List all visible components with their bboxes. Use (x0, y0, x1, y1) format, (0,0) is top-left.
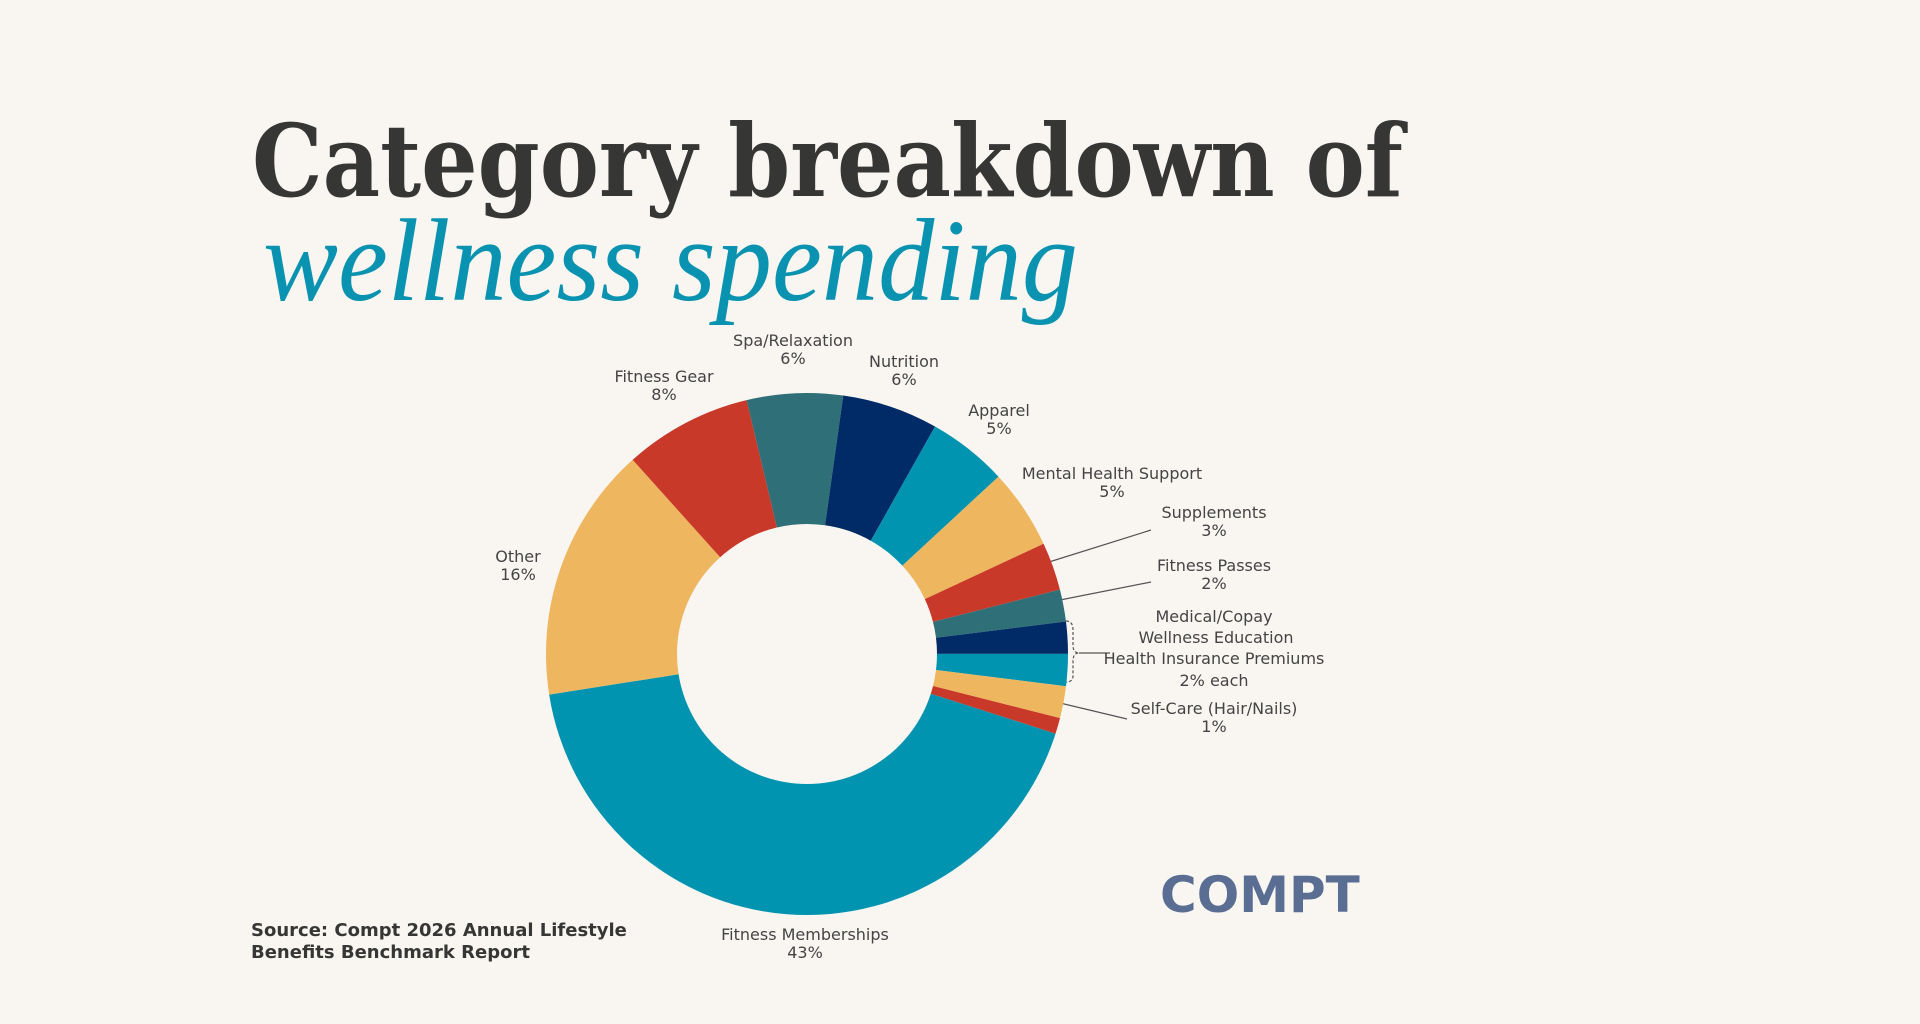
slice (930, 685, 1060, 734)
slice (549, 674, 1056, 916)
slice (936, 653, 1069, 687)
chart-title: Category breakdown of (252, 102, 1408, 220)
category-label: Mental Health Support (1022, 464, 1202, 483)
category-label: Apparel (968, 401, 1030, 420)
slice (825, 395, 936, 541)
value-label: 1% (1201, 717, 1226, 736)
slice (933, 670, 1067, 719)
slice (746, 393, 844, 528)
category-label: Health Insurance Premiums (1104, 649, 1325, 668)
category-label: Medical/Copay (1155, 607, 1272, 626)
value-label: 16% (500, 565, 536, 584)
leader-line (1048, 529, 1152, 563)
value-label: 5% (986, 419, 1011, 438)
leader-lines (1048, 529, 1152, 720)
category-label: Fitness Gear (614, 367, 714, 386)
source: Source: Compt 2026 Annual Lifestyle Benef… (251, 920, 627, 963)
slice (935, 621, 1068, 654)
bracket (1065, 620, 1080, 683)
source-line: Benefits Benchmark Report (251, 942, 530, 963)
logo: COMPT (1160, 866, 1360, 924)
leader-line (1059, 581, 1152, 601)
category-label: Spa/Relaxation (733, 331, 853, 350)
category-label: Wellness Education (1138, 628, 1293, 647)
category-label: Other (495, 547, 541, 566)
category-label: Self-Care (Hair/Nails) (1131, 699, 1298, 718)
category-label: Fitness Memberships (721, 925, 889, 944)
donut (546, 393, 1069, 916)
slice (902, 476, 1044, 600)
source-line: Source: Compt 2026 Annual Lifestyle (251, 920, 627, 941)
slice (870, 426, 999, 566)
group-label: 2% each (1179, 671, 1248, 690)
value-label: 6% (780, 349, 805, 368)
value-label: 43% (787, 943, 823, 962)
leader-line (1059, 702, 1128, 720)
value-label: 6% (891, 370, 916, 389)
slice (632, 400, 777, 558)
category-label: Supplements (1161, 503, 1266, 522)
chart-subtitle: wellness spending (263, 195, 1078, 326)
value-label: 3% (1201, 521, 1226, 540)
value-label: 2% (1201, 574, 1226, 593)
slice (546, 459, 721, 695)
slice (932, 589, 1066, 638)
category-label: Fitness Passes (1157, 556, 1271, 575)
value-label: 8% (651, 385, 676, 404)
category-label: Nutrition (869, 352, 939, 371)
slice (924, 543, 1060, 622)
value-label: 5% (1099, 482, 1124, 501)
